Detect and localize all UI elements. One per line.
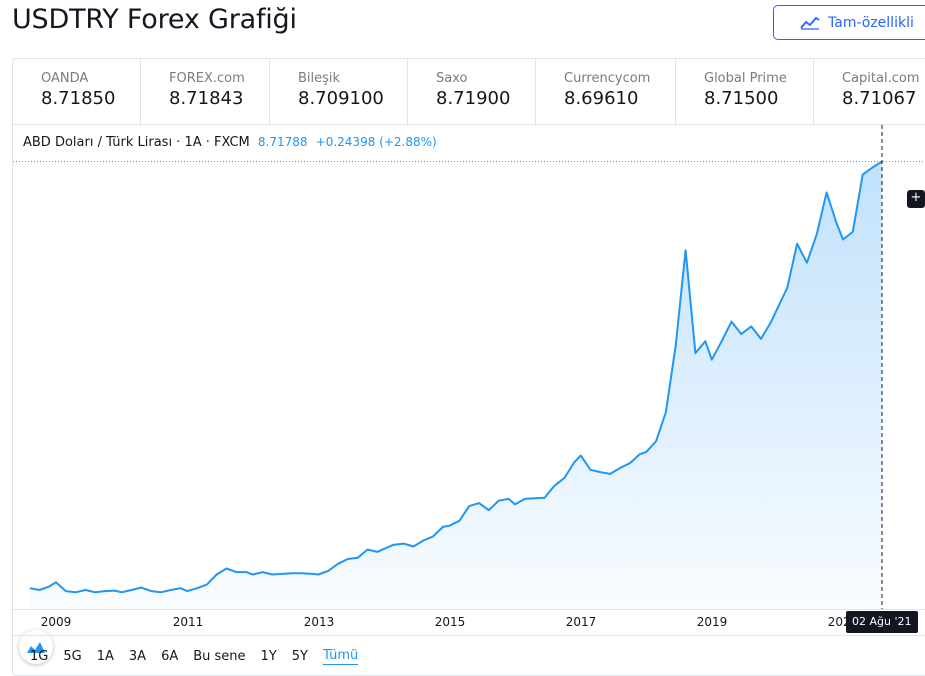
- time-tick: 2013: [303, 615, 335, 629]
- quote-composite[interactable]: Bileşik 8.709100: [270, 59, 408, 125]
- quote-saxo[interactable]: Saxo 8.71900: [408, 59, 536, 125]
- quote-oanda[interactable]: OANDA 8.71850: [13, 59, 141, 125]
- quote-name: FOREX.com: [169, 71, 245, 86]
- quote-name: OANDA: [41, 71, 89, 86]
- range-1m[interactable]: 1A: [96, 649, 114, 664]
- quote-capitalcom[interactable]: Capital.com 8.71067: [814, 59, 925, 125]
- quote-price: 8.709100: [298, 88, 384, 109]
- quote-global-prime[interactable]: Global Prime 8.71500: [676, 59, 814, 125]
- plus-icon[interactable]: +: [907, 190, 925, 208]
- price-line: [29, 160, 883, 594]
- quote-currencycom[interactable]: Currencycom 8.69610: [536, 59, 676, 125]
- range-5d[interactable]: 5G: [63, 649, 82, 664]
- legend-last-value: 8.71788: [257, 135, 308, 149]
- time-tick: 2015: [434, 615, 466, 629]
- time-tick: 2009: [40, 615, 72, 629]
- quote-name: Currencycom: [564, 71, 651, 86]
- range-1d[interactable]: 1G: [30, 649, 49, 664]
- page-title: USDTRY Forex Grafiği: [12, 4, 297, 35]
- chart-pane[interactable]: ABD Doları / Türk Lirası · 1A · FXCM 8.7…: [13, 125, 925, 664]
- time-axis[interactable]: 2009 2011 2013 2015 2017 2019 2021 02 Ağ…: [13, 609, 925, 635]
- quote-price: 8.71843: [169, 88, 244, 109]
- range-all[interactable]: Tümü: [322, 648, 359, 665]
- quotes-bar: OANDA 8.71850 FOREX.com 8.71843 Bileşik …: [13, 59, 925, 125]
- quote-name: Bileşik: [298, 71, 341, 86]
- full-chart-button[interactable]: Tam-özellikli: [773, 5, 925, 40]
- full-chart-label: Tam-özellikli: [828, 14, 914, 31]
- quote-price: 8.71850: [41, 88, 116, 109]
- range-selector: 1G 5G 1A 3A 6A Bu sene 1Y 5Y Tümü: [13, 635, 925, 675]
- legend-change: +0.24398 (+2.88%): [315, 135, 437, 149]
- chart-line-icon: [800, 16, 820, 30]
- quote-price: 8.71500: [704, 88, 779, 109]
- range-1y[interactable]: 1Y: [260, 649, 277, 664]
- time-tick: 2017: [565, 615, 597, 629]
- range-6m[interactable]: 6A: [161, 649, 179, 664]
- quote-price: 8.71900: [436, 88, 511, 109]
- quote-price: 8.71067: [842, 88, 917, 109]
- quote-name: Global Prime: [704, 71, 787, 86]
- price-area-fill: [29, 161, 882, 609]
- time-tick: 2011: [172, 615, 204, 629]
- quote-forexcom[interactable]: FOREX.com 8.71843: [141, 59, 270, 125]
- price-chart[interactable]: [13, 125, 925, 609]
- quote-price: 8.69610: [564, 88, 639, 109]
- range-5y[interactable]: 5Y: [291, 649, 308, 664]
- range-ytd[interactable]: Bu sene: [193, 649, 246, 664]
- crosshair-date-label: 02 Ağu '21: [846, 611, 918, 633]
- quote-name: Saxo: [436, 71, 468, 86]
- quote-name: Capital.com: [842, 71, 920, 86]
- range-3m[interactable]: 3A: [128, 649, 147, 664]
- legend-symbol: ABD Doları / Türk Lirası · 1A · FXCM: [23, 135, 250, 150]
- chart-widget: OANDA 8.71850 FOREX.com 8.71843 Bileşik …: [12, 58, 925, 676]
- chart-legend: ABD Doları / Türk Lirası · 1A · FXCM 8.7…: [23, 135, 437, 150]
- time-tick: 2019: [696, 615, 728, 629]
